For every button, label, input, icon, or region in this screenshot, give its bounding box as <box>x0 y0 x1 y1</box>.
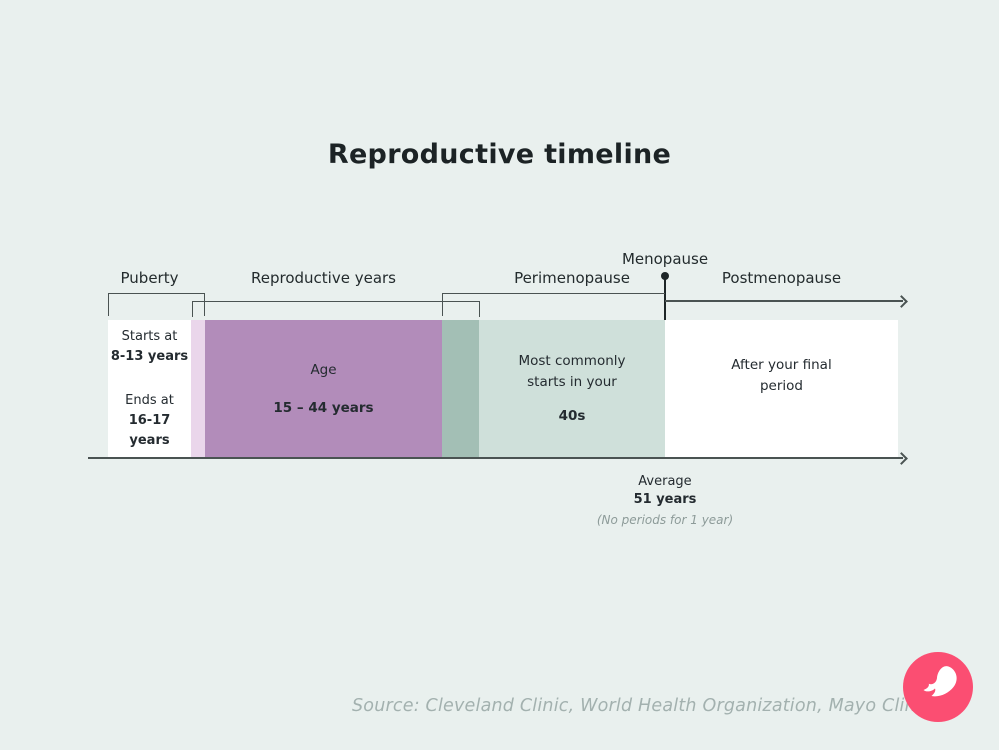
average-label: Average <box>638 474 692 489</box>
phase-label-perimenopause: Perimenopause <box>514 269 630 287</box>
phase-label-puberty: Puberty <box>120 269 179 287</box>
perimenopause-bar: Most commonly starts in your 40s <box>479 320 665 458</box>
phase-label-reproductive-years: Reproductive years <box>251 269 396 287</box>
reproductive-age-label: Age <box>310 361 337 378</box>
feather-icon <box>903 652 973 722</box>
menopause-average-note: Average 51 years (No periods for 1 year) <box>565 473 765 528</box>
reproductive-perimenopause-overlap-bar <box>442 320 479 458</box>
postmenopause-arrowhead-icon <box>895 294 908 308</box>
puberty-reproductive-overlap-bar <box>191 320 205 458</box>
menopause-line-solid <box>664 276 666 320</box>
reproductive-age-value: 15 – 44 years <box>273 399 374 416</box>
phase-label-menopause: Menopause <box>621 250 709 268</box>
perimenopause-bracket <box>442 293 665 316</box>
reproductive-years-bracket <box>192 301 480 317</box>
postmenopause-text-line1: After your final <box>731 357 832 374</box>
reproductive-years-bar: Age 15 – 44 years <box>205 320 442 458</box>
perimenopause-value: 40s <box>558 408 586 425</box>
puberty-bar: Starts at 8-13 years Ends at 16-17 years <box>108 320 191 458</box>
phase-label-postmenopause: Postmenopause <box>721 269 842 287</box>
puberty-ends-value: 16-17 years <box>128 413 171 449</box>
puberty-starts-label: Starts at <box>121 328 178 344</box>
puberty-bracket <box>108 293 205 316</box>
flo-logo-icon <box>903 652 973 722</box>
source-attribution: Source: Cleveland Clinic, World Health O… <box>352 696 931 716</box>
puberty-ends-label: Ends at <box>125 392 174 408</box>
postmenopause-arrow-line <box>665 300 903 302</box>
perimenopause-text-line1: Most commonly <box>518 352 626 369</box>
page-title: Reproductive timeline <box>327 139 672 170</box>
perimenopause-text-line2: starts in your <box>527 373 617 390</box>
average-value: 51 years <box>633 491 697 507</box>
postmenopause-text-line2: period <box>759 378 803 394</box>
age-axis-line <box>88 457 903 459</box>
puberty-starts-value: 8-13 years <box>110 348 189 364</box>
postmenopause-bar: After your final period <box>665 320 898 458</box>
average-detail: (No periods for 1 year) <box>596 513 734 528</box>
